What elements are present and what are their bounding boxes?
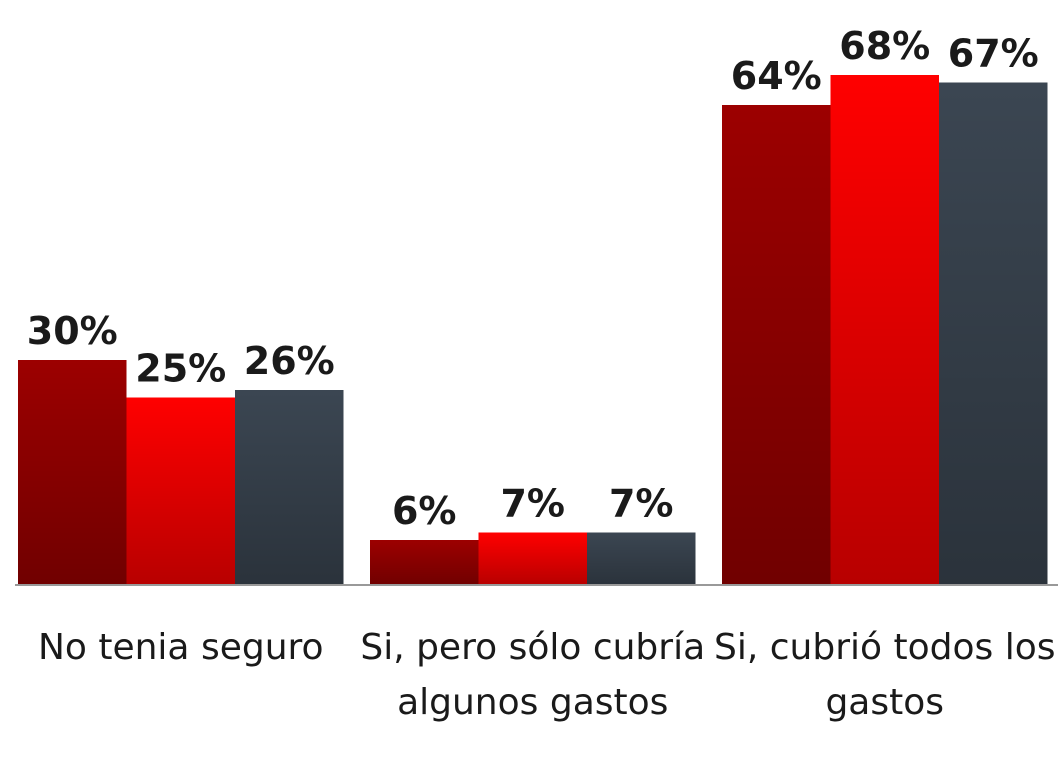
value-label: 68% bbox=[839, 24, 930, 68]
bar-shade bbox=[722, 105, 831, 585]
value-label: 30% bbox=[27, 309, 118, 353]
bar-shade bbox=[830, 75, 939, 585]
bar-shade bbox=[587, 532, 696, 585]
value-label: 26% bbox=[244, 339, 335, 383]
value-label: 64% bbox=[731, 54, 822, 98]
x-tick-label: Si, pero sólo cubría algunos gastos bbox=[360, 627, 706, 723]
value-label: 7% bbox=[609, 482, 674, 526]
value-label: 7% bbox=[500, 482, 565, 526]
bar-shade bbox=[126, 397, 235, 585]
x-tick-label: Si, cubrió todos los gastos bbox=[714, 627, 1056, 723]
bar-shade bbox=[939, 82, 1048, 585]
value-label: 67% bbox=[948, 32, 1039, 76]
bar-shade bbox=[18, 360, 127, 585]
bar-shade bbox=[370, 540, 479, 585]
value-label: 25% bbox=[135, 347, 226, 391]
bar-shade bbox=[235, 390, 344, 585]
x-tick-label: No tenia seguro bbox=[37, 627, 324, 668]
value-label: 6% bbox=[392, 489, 457, 533]
bar-shade bbox=[478, 532, 587, 585]
